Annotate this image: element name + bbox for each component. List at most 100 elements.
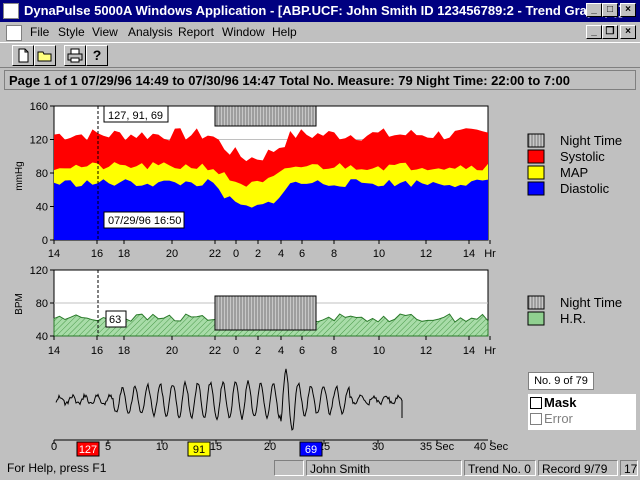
error-checkbox[interactable]: [530, 413, 542, 425]
waveform-line: [55, 368, 403, 431]
hr-xtick: 16: [91, 345, 103, 357]
menu-window[interactable]: Window: [222, 25, 265, 39]
bp-ytick: 40: [36, 202, 48, 214]
menu-help[interactable]: Help: [272, 25, 297, 39]
menu-style[interactable]: Style: [58, 25, 85, 39]
hr-legend-label: Night Time: [560, 295, 622, 310]
minimize-button[interactable]: _: [586, 3, 602, 17]
bp-ytick: 160: [30, 101, 48, 113]
report-header: Page 1 of 1 07/29/96 14:49 to 07/30/96 1…: [4, 70, 636, 90]
hr-xtick: 8: [331, 345, 337, 357]
bp-xtick: 12: [420, 248, 432, 260]
window-title: DynaPulse 5000A Windows Application - [A…: [24, 3, 623, 18]
menu-analysis[interactable]: Analysis: [128, 25, 173, 39]
close-button[interactable]: ×: [620, 3, 636, 17]
bp-ytick: 80: [36, 168, 48, 180]
wave-marker-box: [299, 441, 323, 457]
flags-panel: Mask Error: [528, 394, 636, 430]
wave-marker-label: 69: [305, 444, 317, 456]
menu-file[interactable]: File: [30, 25, 50, 39]
wave-xtick: 10: [156, 441, 168, 453]
hr-xtick: 12: [420, 345, 432, 357]
open-folder-icon: [37, 51, 52, 62]
bp-xtick: 10: [373, 248, 385, 260]
bp-xtick: 20: [166, 248, 178, 260]
charts-area: 160 120 80 40 0 14 16 18 20 2 2 0 2 4 6 8 10 12 14 Hr mmHg…: [14, 101, 622, 457]
hr-xtick: 14: [463, 345, 475, 357]
record-count-box: No. 9 of 79: [528, 372, 594, 390]
hr-xtick: 14: [48, 345, 60, 357]
hr-ytick: 120: [30, 265, 48, 277]
hr-xtick: 0: [233, 345, 239, 357]
wave-xtick: 35 Sec: [420, 441, 455, 453]
title-bar: DynaPulse 5000A Windows Application - [A…: [0, 0, 640, 22]
bp-legend-swatch: [527, 149, 545, 164]
bp-xtick: 2: [255, 248, 261, 260]
status-patient: John Smith: [306, 460, 462, 476]
bp-xtick: Hr: [484, 248, 496, 260]
open-button[interactable]: [34, 45, 56, 66]
hr-ytick: 80: [36, 298, 48, 310]
status-trend: Trend No. 0: [464, 460, 536, 476]
hr-cursor-value: 63: [109, 314, 121, 326]
child-restore-button[interactable]: ❐: [602, 25, 618, 39]
child-minimize-button[interactable]: _: [586, 25, 602, 39]
status-bar: For Help, press F1 John Smith Trend No. …: [0, 458, 640, 480]
print-icon: [67, 48, 83, 63]
bp-legend-label: Night Time: [560, 133, 622, 148]
hr-xtick: 4: [278, 345, 284, 357]
bp-cursor-time-tooltip: 07/29/96 16:50: [103, 211, 185, 229]
help-button[interactable]: ?: [86, 45, 108, 66]
bp-xtick: 18: [118, 248, 130, 260]
menu-report[interactable]: Report: [178, 25, 215, 39]
hr-night-band: [214, 295, 317, 331]
menu-view[interactable]: View: [92, 25, 118, 39]
hr-xtick: Hr: [484, 345, 496, 357]
hr-legend-label: H.R.: [560, 311, 586, 326]
status-help: For Help, press F1: [7, 461, 107, 475]
hr-xtick: 2: [255, 345, 261, 357]
wave-xtick: 15: [210, 441, 222, 453]
hr-xtick: 22: [209, 345, 221, 357]
hr-legend-swatch: [527, 295, 545, 310]
bp-xtick: 14: [463, 248, 475, 260]
bp-xtick: 22: [209, 248, 221, 260]
wave-xtick: 30: [372, 441, 384, 453]
maximize-button[interactable]: □: [602, 3, 618, 17]
bp-chart: 160 120 80 40 0 14 16 18 20 22 0 2 4 6 8 10 12 14 Hr mmHg…: [14, 101, 622, 260]
wave-xtick: 5: [105, 441, 111, 453]
hr-xtick: 20: [166, 345, 178, 357]
bp-ytick: 120: [30, 135, 48, 147]
hr-ytick: 40: [36, 331, 48, 343]
bp-legend-label: Systolic: [560, 149, 605, 164]
hr-legend-swatch: [527, 311, 545, 326]
document-icon[interactable]: [6, 25, 22, 41]
status-record: Record 9/79: [538, 460, 618, 476]
bp-xtick: 16: [91, 248, 103, 260]
app-icon: [3, 3, 19, 19]
hr-chart: 120 80 40 14 16 18 20 22 0 2 4 6 8 10 12 14 Hr BPM 63 N…: [14, 265, 622, 357]
mask-checkbox[interactable]: [530, 397, 542, 409]
error-label: Error: [544, 411, 573, 426]
child-close-button[interactable]: ×: [620, 25, 636, 39]
bp-xtick: 4: [278, 248, 284, 260]
bp-xtick: 14: [48, 248, 60, 260]
hr-xtick: 18: [118, 345, 130, 357]
bp-xtick: 8: [331, 248, 337, 260]
toolbar: ?: [0, 42, 640, 68]
bp-legend-swatch: [527, 165, 545, 180]
wave-marker-label: 127: [79, 444, 97, 456]
bp-xtick: 6: [299, 248, 305, 260]
new-document-button[interactable]: [12, 45, 34, 66]
wave-xtick: 40 Sec: [474, 441, 509, 453]
bp-ylabel: mmHg: [14, 161, 25, 190]
bp-legend-swatch: [527, 133, 545, 148]
print-button[interactable]: [64, 45, 86, 66]
wave-marker-box: [187, 441, 211, 457]
pulse-waveform: 0 5 10 15 20 25 30 35 Sec 40 Sec 127 91 69: [51, 368, 509, 457]
bp-cursor-values-tooltip: 127, 91, 69: [103, 105, 169, 123]
hr-cursor-value-tooltip: 63: [105, 310, 127, 328]
bp-legend-label: Diastolic: [560, 181, 610, 196]
hr-xtick: 6: [299, 345, 305, 357]
help-icon: ?: [92, 47, 102, 63]
